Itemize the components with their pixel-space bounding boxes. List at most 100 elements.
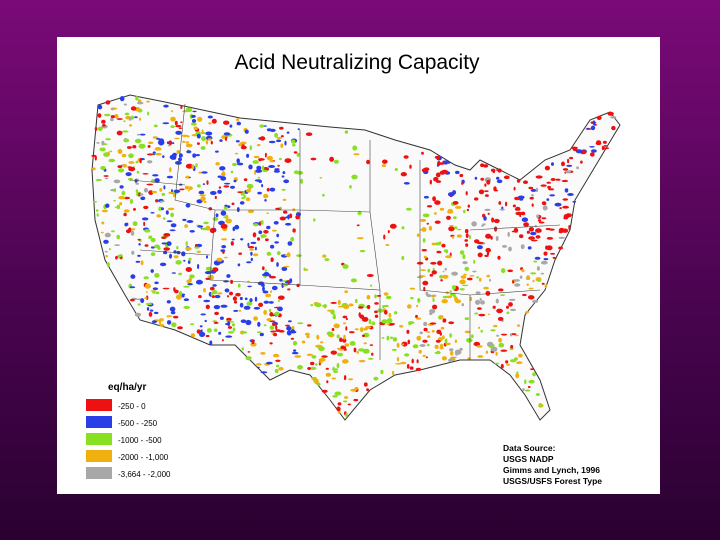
map-patch	[145, 291, 148, 293]
map-patch	[321, 355, 328, 358]
map-patch	[212, 267, 219, 272]
map-patch	[535, 228, 542, 233]
map-patch	[384, 309, 388, 315]
map-patch	[184, 224, 189, 228]
map-patch	[143, 221, 146, 227]
map-patch	[266, 212, 269, 214]
map-patch	[114, 188, 117, 193]
map-patch	[182, 218, 187, 222]
map-patch	[419, 229, 426, 231]
map-patch	[173, 315, 179, 319]
map-patch	[416, 304, 419, 308]
map-patch	[492, 168, 496, 174]
map-patch	[174, 289, 179, 294]
map-patch	[123, 120, 126, 123]
map-patch	[515, 373, 520, 379]
map-patch	[392, 337, 398, 342]
map-patch	[317, 382, 321, 386]
map-patch	[170, 212, 175, 218]
map-patch	[162, 217, 166, 220]
map-patch	[350, 278, 357, 283]
map-patch	[96, 213, 99, 217]
map-patch	[135, 160, 139, 164]
map-patch	[183, 298, 190, 302]
map-patch	[228, 331, 234, 334]
map-patch	[162, 155, 165, 159]
map-patch	[478, 277, 482, 282]
map-patch	[229, 124, 233, 128]
map-patch	[247, 246, 255, 249]
map-patch	[151, 320, 157, 324]
map-patch	[253, 306, 261, 310]
map-patch	[135, 96, 139, 101]
map-patch	[333, 323, 340, 329]
map-patch	[532, 299, 539, 303]
map-patch	[451, 271, 458, 276]
map-patch	[561, 179, 569, 183]
map-patch	[516, 371, 519, 374]
map-patch	[205, 131, 213, 136]
map-patch	[143, 187, 149, 193]
map-patch	[422, 280, 429, 286]
map-patch	[289, 213, 293, 219]
map-patch	[243, 178, 248, 182]
map-patch	[342, 304, 350, 310]
map-patch	[349, 341, 356, 346]
map-patch	[120, 256, 123, 260]
map-patch	[187, 260, 191, 264]
map-patch	[297, 322, 304, 325]
map-patch	[141, 217, 149, 221]
map-patch	[502, 245, 507, 248]
legend-label: -3,664 - -2,000	[118, 470, 171, 479]
map-patch	[180, 121, 183, 123]
map-patch	[91, 154, 97, 157]
map-patch	[130, 230, 135, 236]
map-patch	[358, 359, 366, 363]
map-patch	[266, 225, 271, 230]
map-patch	[431, 295, 435, 298]
map-patch	[91, 167, 96, 171]
map-patch	[209, 340, 213, 346]
map-patch	[448, 321, 455, 325]
map-patch	[279, 278, 283, 282]
map-patch	[144, 229, 151, 233]
map-patch	[544, 165, 551, 171]
map-patch	[404, 353, 410, 357]
map-patch	[233, 179, 237, 183]
map-patch	[264, 152, 267, 158]
map-patch	[567, 193, 574, 196]
map-patch	[187, 283, 193, 286]
map-patch	[101, 209, 108, 213]
map-patch	[269, 325, 275, 330]
map-patch	[150, 235, 153, 239]
map-patch	[205, 277, 211, 280]
legend: -250 - 0 -500 - -250 -1000 - -500 -2000 - -…	[86, 399, 171, 479]
map-patch	[426, 205, 433, 208]
map-patch	[331, 377, 336, 380]
map-patch	[297, 128, 300, 131]
map-patch	[508, 302, 513, 307]
map-patch	[412, 344, 419, 349]
map-patch	[191, 114, 196, 118]
map-patch	[490, 236, 493, 240]
map-patch	[314, 379, 318, 385]
map-patch	[131, 250, 135, 255]
map-patch	[297, 365, 303, 370]
map-patch	[610, 116, 617, 119]
map-patch	[259, 124, 265, 128]
map-patch	[343, 334, 346, 340]
map-patch	[268, 140, 276, 144]
map-patch	[429, 179, 432, 185]
map-patch	[486, 251, 490, 256]
map-patch	[332, 315, 336, 320]
map-patch	[147, 111, 150, 116]
map-patch	[326, 380, 329, 384]
map-patch	[337, 299, 341, 305]
map-patch	[128, 227, 132, 233]
map-patch	[506, 305, 509, 309]
map-patch	[215, 150, 219, 153]
map-patch	[541, 282, 545, 285]
map-patch	[508, 246, 512, 252]
map-patch	[434, 242, 442, 246]
map-patch	[269, 312, 274, 317]
